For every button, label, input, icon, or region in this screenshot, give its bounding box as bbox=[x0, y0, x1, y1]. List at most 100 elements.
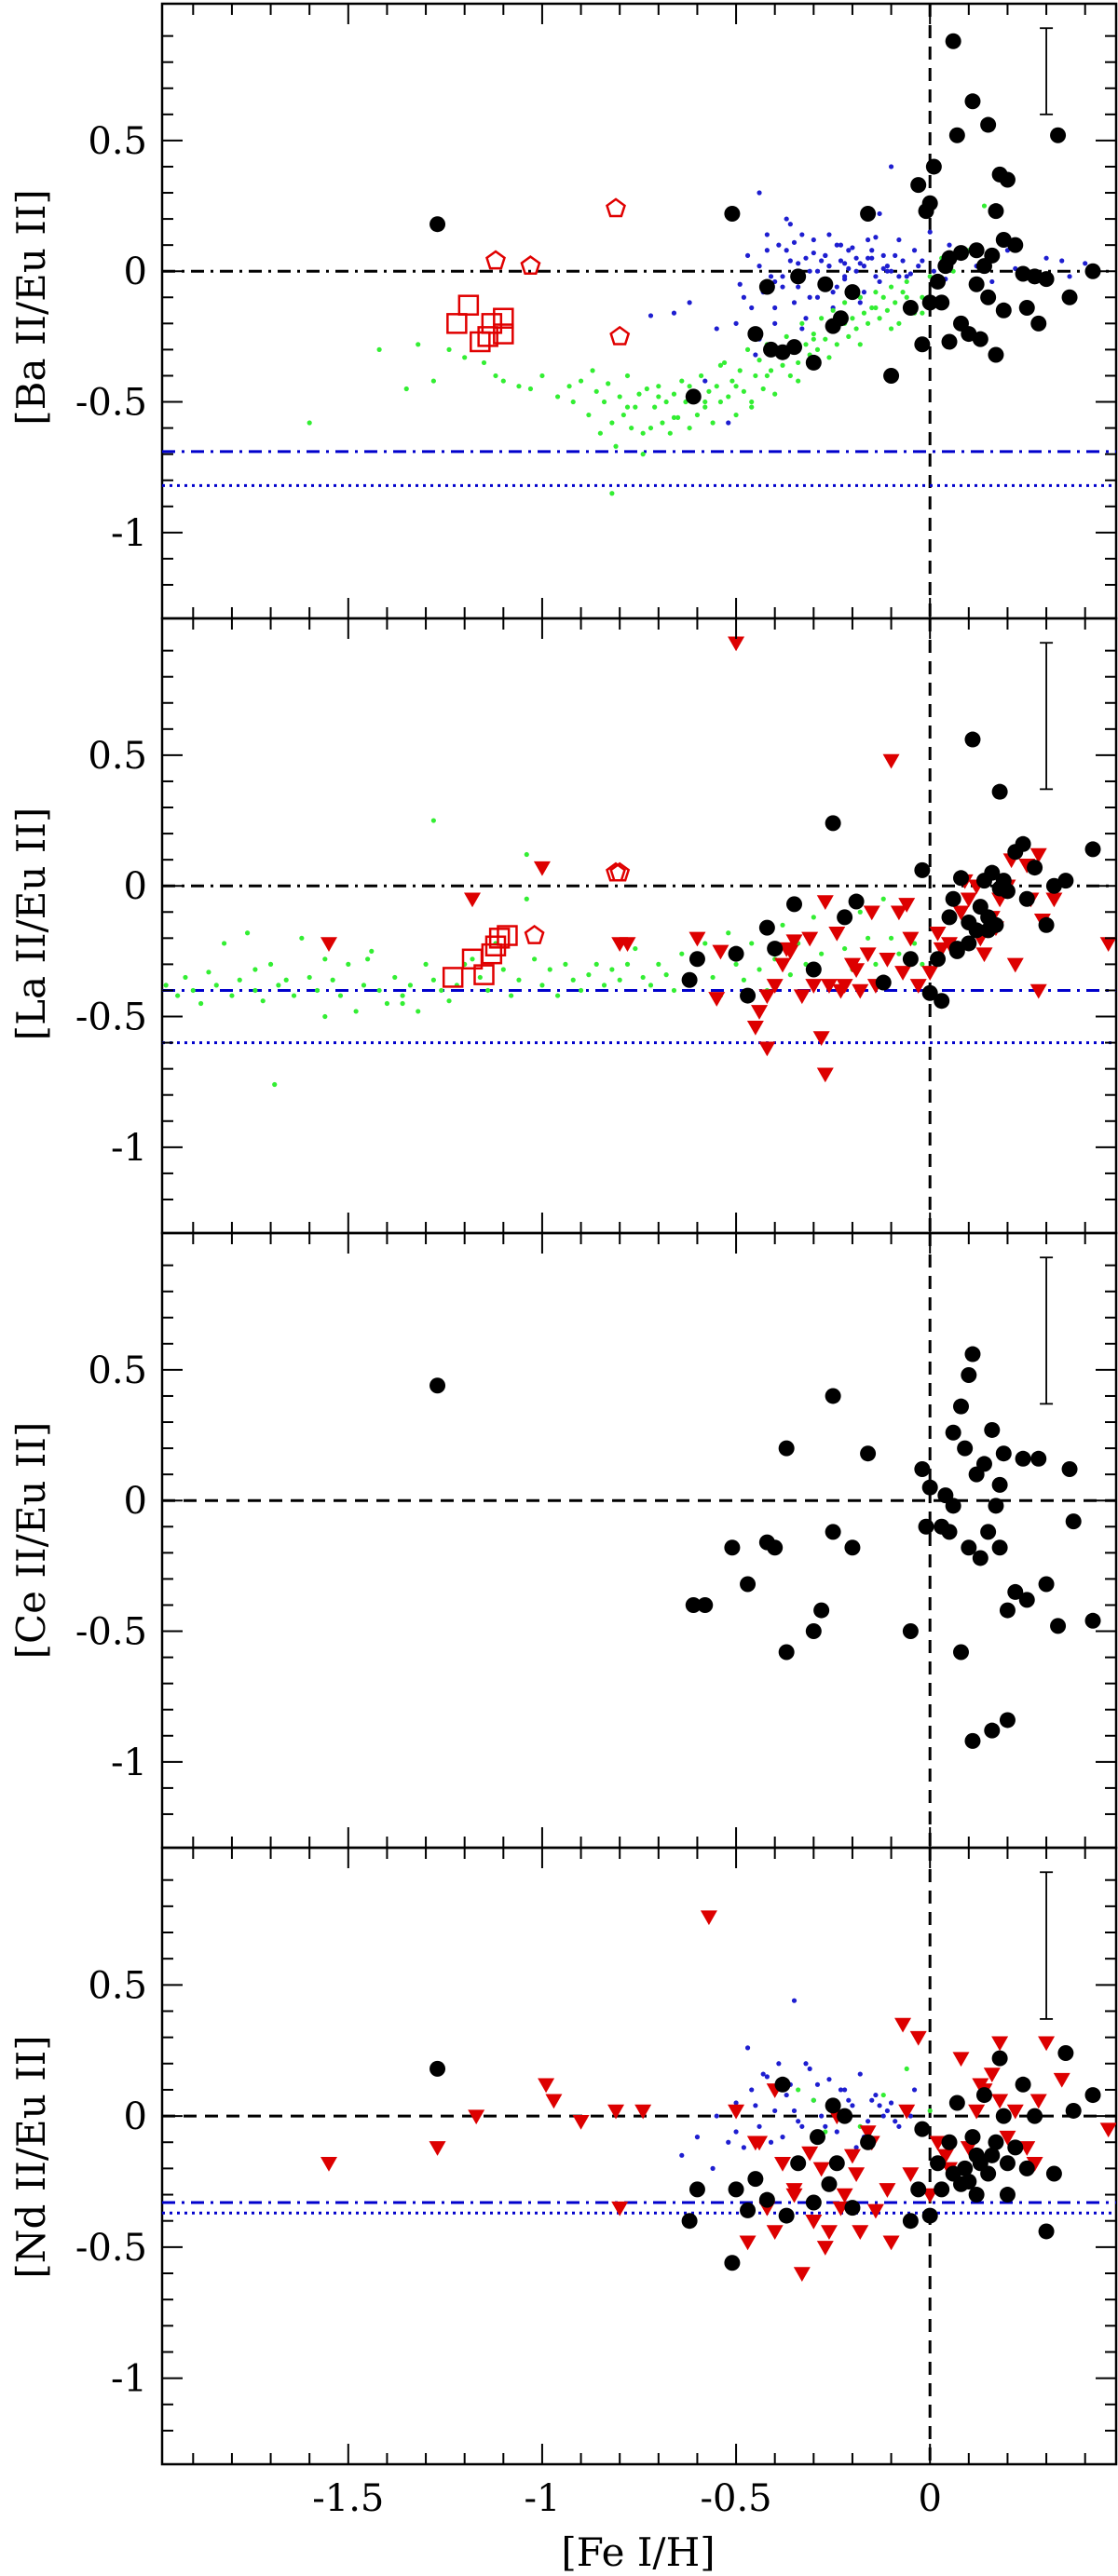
data-point bbox=[972, 2078, 989, 2094]
data-point bbox=[640, 452, 646, 457]
x-axis-label: [Fe I/H] bbox=[561, 2529, 715, 2575]
data-point bbox=[175, 993, 181, 998]
data-point bbox=[836, 2188, 853, 2203]
data-point bbox=[1038, 2223, 1055, 2240]
data-point bbox=[532, 956, 538, 962]
data-point bbox=[640, 974, 646, 981]
data-point bbox=[1050, 1618, 1067, 1634]
panel-ba-eu: -1 -0.5 0 0.5 bbox=[75, 2, 1118, 620]
data-point bbox=[784, 333, 789, 339]
data-point bbox=[751, 1005, 769, 1020]
data-point bbox=[786, 896, 803, 913]
data-point bbox=[914, 1461, 931, 1478]
data-point bbox=[570, 399, 576, 405]
data-point bbox=[914, 2121, 931, 2137]
data-point bbox=[784, 248, 789, 253]
data-point bbox=[547, 967, 552, 972]
data-point bbox=[648, 313, 654, 319]
data-point bbox=[446, 346, 452, 353]
data-point bbox=[981, 203, 988, 209]
y-tick-label: 0.5 bbox=[88, 1964, 147, 2007]
data-point bbox=[757, 2123, 762, 2129]
y-axis-label-la-eu: [La II/Eu II] bbox=[8, 807, 54, 1041]
data-point bbox=[877, 278, 882, 285]
y-tick-label: -1 bbox=[111, 1742, 147, 1784]
data-point bbox=[1057, 2045, 1074, 2062]
data-point bbox=[911, 2087, 918, 2093]
plot-frame bbox=[160, 1846, 1118, 2466]
data-point bbox=[710, 420, 716, 426]
data-point bbox=[883, 367, 900, 384]
data-point bbox=[749, 305, 755, 311]
y-tick-label: -0.5 bbox=[75, 382, 147, 425]
data-point bbox=[873, 274, 879, 279]
data-point bbox=[921, 984, 938, 1001]
data-point bbox=[850, 2103, 855, 2108]
data-point bbox=[918, 1518, 934, 1535]
data-point bbox=[811, 915, 816, 920]
data-point bbox=[685, 388, 702, 405]
data-point bbox=[624, 404, 631, 410]
data-point bbox=[768, 274, 774, 279]
data-point bbox=[702, 399, 708, 405]
data-point bbox=[376, 987, 382, 994]
data-point bbox=[902, 2167, 920, 2183]
data-point bbox=[880, 2113, 886, 2119]
data-point bbox=[844, 284, 861, 301]
data-point bbox=[361, 983, 367, 988]
data-point bbox=[780, 922, 785, 928]
data-point bbox=[597, 430, 603, 436]
data-point bbox=[527, 386, 534, 392]
data-point bbox=[768, 2139, 774, 2145]
data-point bbox=[470, 331, 491, 353]
data-point bbox=[843, 2149, 861, 2164]
series-open-square bbox=[446, 294, 514, 353]
data-point bbox=[980, 116, 997, 133]
data-point bbox=[229, 993, 235, 998]
data-point bbox=[470, 956, 475, 962]
data-point bbox=[952, 2052, 970, 2068]
data-point bbox=[801, 2146, 819, 2162]
data-point bbox=[780, 2135, 785, 2140]
data-point bbox=[778, 2207, 795, 2224]
data-point bbox=[1084, 263, 1101, 279]
data-point bbox=[757, 358, 762, 363]
data-point bbox=[617, 394, 622, 400]
data-point bbox=[403, 386, 409, 392]
data-point bbox=[820, 979, 838, 994]
data-point bbox=[784, 216, 789, 222]
data-point bbox=[710, 974, 716, 981]
data-point bbox=[803, 316, 809, 321]
data-point bbox=[656, 961, 661, 968]
data-point bbox=[462, 355, 468, 360]
data-point bbox=[1053, 2072, 1070, 2088]
data-point bbox=[744, 346, 751, 353]
data-point bbox=[999, 2187, 1016, 2203]
data-point bbox=[1084, 841, 1101, 858]
data-point bbox=[629, 425, 634, 431]
data-point bbox=[830, 290, 836, 295]
data-point bbox=[853, 2145, 859, 2150]
data-point bbox=[945, 33, 961, 49]
data-point bbox=[758, 989, 776, 1005]
data-point bbox=[760, 2071, 766, 2077]
data-point bbox=[337, 993, 344, 998]
data-point bbox=[902, 931, 920, 947]
data-point bbox=[931, 268, 936, 274]
data-point bbox=[796, 261, 801, 266]
data-point bbox=[896, 951, 902, 956]
data-point bbox=[753, 2103, 758, 2108]
data-point bbox=[846, 2097, 852, 2103]
data-point bbox=[826, 355, 832, 360]
data-point bbox=[873, 961, 879, 968]
data-point bbox=[869, 255, 875, 261]
data-point bbox=[838, 258, 844, 264]
data-point bbox=[780, 284, 785, 290]
data-point bbox=[853, 255, 859, 261]
data-point bbox=[516, 977, 522, 983]
data-point bbox=[481, 942, 503, 965]
data-point bbox=[700, 1910, 717, 1926]
series-filled-circle bbox=[429, 1346, 1101, 1749]
data-point bbox=[972, 331, 988, 347]
